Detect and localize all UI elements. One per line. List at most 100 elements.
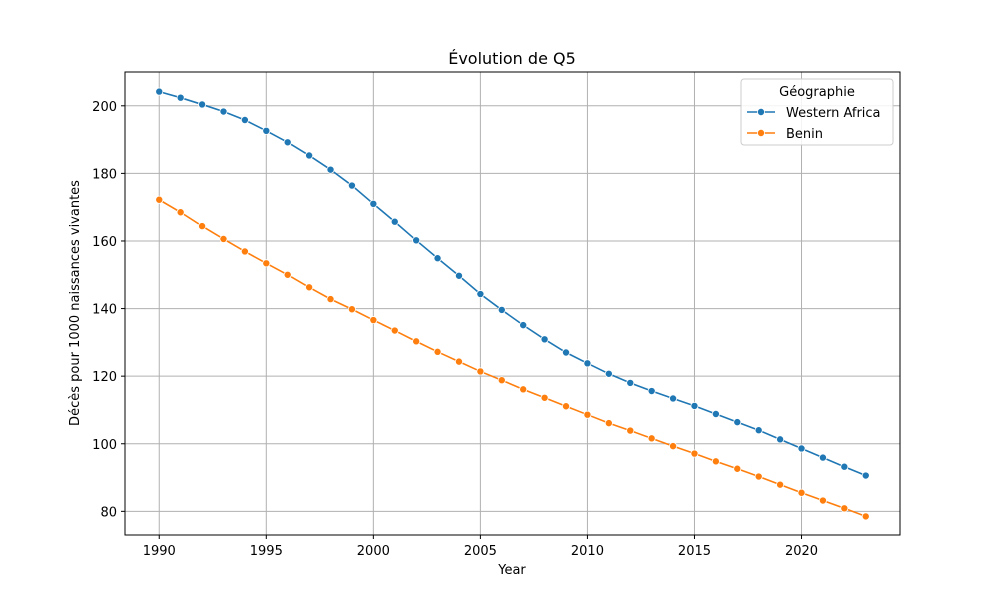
x-tick-label: 1990 (143, 544, 176, 559)
data-point-benin (497, 376, 506, 385)
data-point-benin (219, 234, 228, 243)
data-point-benin (818, 496, 827, 505)
legend-title: Géographie (779, 85, 855, 100)
y-axis-title: Décès pour 1000 naissances vivantes (68, 180, 83, 426)
data-point-benin (155, 195, 164, 204)
data-point-western-africa (540, 335, 549, 344)
legend-entry-benin: Benin (747, 127, 823, 142)
series-benin (155, 195, 870, 521)
data-point-western-africa (476, 290, 485, 299)
legend-box (740, 78, 894, 146)
y-tick-label: 120 (92, 370, 117, 385)
x-tick-label: 2005 (464, 544, 497, 559)
data-point-western-africa (219, 107, 228, 116)
y-tick-label: 180 (92, 167, 117, 182)
data-point-western-africa (390, 217, 399, 226)
data-point-western-africa (198, 100, 207, 109)
data-point-benin (540, 393, 549, 402)
data-point-western-africa (283, 138, 292, 147)
data-point-benin (198, 222, 207, 231)
data-point-western-africa (562, 348, 571, 357)
y-tick-label: 140 (92, 303, 117, 318)
data-point-western-africa (604, 369, 613, 378)
data-point-western-africa (733, 418, 742, 427)
x-tick-label: 2000 (357, 544, 390, 559)
data-point-benin (240, 247, 249, 256)
data-point-western-africa (861, 471, 870, 480)
data-point-western-africa (776, 435, 785, 444)
data-point-western-africa (626, 378, 635, 387)
data-point-western-africa (711, 410, 720, 419)
data-point-western-africa (412, 236, 421, 245)
data-point-western-africa (347, 181, 356, 190)
legend-label: Western Africa (786, 106, 881, 121)
y-tick-label: 80 (100, 505, 117, 520)
data-point-benin (733, 464, 742, 473)
data-point-western-africa (176, 93, 185, 102)
data-point-western-africa (454, 271, 463, 280)
data-point-benin (711, 457, 720, 466)
data-point-benin (326, 295, 335, 304)
x-axis-title: Year (497, 563, 526, 578)
data-point-western-africa (519, 321, 528, 330)
data-point-benin (369, 316, 378, 325)
data-point-western-africa (305, 151, 314, 160)
chart-title: Évolution de Q5 (448, 49, 576, 68)
data-point-western-africa (647, 387, 656, 396)
data-point-benin (754, 472, 763, 481)
data-point-benin (690, 449, 699, 458)
y-tick-label: 160 (92, 235, 117, 250)
data-point-benin (840, 504, 849, 513)
data-point-benin (347, 305, 356, 314)
data-point-western-africa (818, 453, 827, 462)
data-point-western-africa (754, 426, 763, 435)
data-point-western-africa (840, 462, 849, 471)
data-point-western-africa (669, 394, 678, 403)
data-point-western-africa (690, 401, 699, 410)
data-point-benin (433, 347, 442, 356)
legend-label: Benin (786, 127, 823, 142)
x-tick-label: 2020 (785, 544, 818, 559)
data-point-western-africa (433, 254, 442, 263)
legend-marker (757, 128, 766, 137)
data-point-western-africa (155, 87, 164, 96)
data-point-benin (412, 337, 421, 346)
x-tick-label: 2010 (571, 544, 604, 559)
data-point-western-africa (797, 444, 806, 453)
data-point-benin (390, 326, 399, 335)
data-point-benin (519, 385, 528, 394)
data-point-western-africa (583, 359, 592, 368)
y-tick-label: 200 (92, 100, 117, 115)
legend-entries: Western Africa Benin (747, 106, 881, 142)
data-point-benin (604, 419, 613, 428)
legend: Géographie Western Africa Benin (740, 78, 894, 146)
plot-frame (124, 71, 901, 536)
data-point-benin (562, 402, 571, 411)
legend-marker (757, 108, 766, 117)
grid (125, 72, 900, 535)
series-line-benin (158, 199, 867, 518)
y-tick-label: 100 (92, 438, 117, 453)
data-point-western-africa (240, 115, 249, 124)
data-point-benin (647, 434, 656, 443)
data-point-benin (626, 426, 635, 435)
data-point-western-africa (497, 305, 506, 314)
series-layer (155, 87, 870, 521)
data-point-benin (583, 410, 592, 419)
data-point-benin (797, 488, 806, 497)
data-point-benin (476, 367, 485, 376)
data-point-benin (776, 480, 785, 489)
data-point-benin (305, 283, 314, 292)
axis-ticks: 1990 1995 2000 2005 2010 2015 2020 80 100 120 140 1… (92, 100, 818, 559)
series-western-africa (155, 87, 870, 480)
data-point-benin (454, 357, 463, 366)
data-point-western-africa (262, 126, 271, 135)
data-point-benin (262, 259, 271, 268)
data-point-benin (861, 512, 870, 521)
data-point-western-africa (326, 165, 335, 174)
data-point-benin (283, 270, 292, 279)
series-line-western-africa (159, 90, 867, 477)
legend-entry-western-africa: Western Africa (747, 106, 881, 121)
data-point-western-africa (369, 199, 378, 208)
